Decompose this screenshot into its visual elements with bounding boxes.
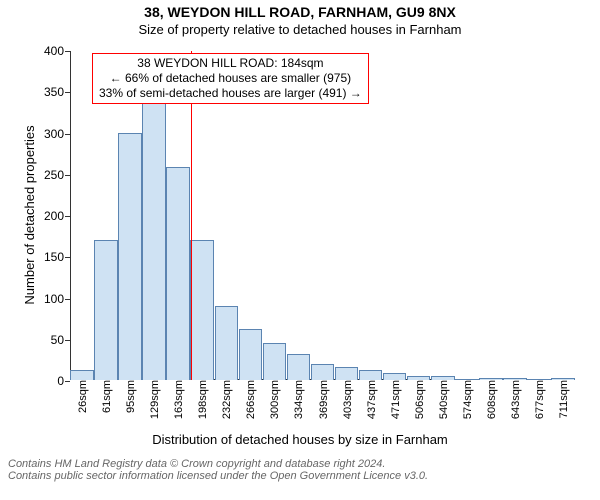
attribution-line: Contains public sector information licen… <box>8 470 592 482</box>
x-tick: 506sqm <box>412 380 426 419</box>
histogram-bar <box>383 373 407 380</box>
x-tick: 163sqm <box>171 380 185 419</box>
x-tick: 643sqm <box>508 380 522 419</box>
x-tick: 61sqm <box>99 380 113 413</box>
x-tick: 232sqm <box>219 380 233 419</box>
histogram-bar <box>142 100 166 381</box>
y-axis-label: Number of detached properties <box>22 50 37 380</box>
histogram-bar <box>70 370 94 380</box>
x-tick: 266sqm <box>243 380 257 419</box>
histogram-bar <box>359 370 383 380</box>
attribution: Contains HM Land Registry data © Crown c… <box>0 454 600 486</box>
x-axis-label: Distribution of detached houses by size … <box>0 432 600 447</box>
annotation-line: 38 WEYDON HILL ROAD: 184sqm <box>99 56 362 71</box>
x-tick: 471sqm <box>388 380 402 419</box>
x-tick: 369sqm <box>316 380 330 419</box>
x-tick: 300sqm <box>267 380 281 419</box>
x-tick: 677sqm <box>532 380 546 419</box>
histogram-bar <box>335 367 359 380</box>
x-tick: 403sqm <box>340 380 354 419</box>
histogram-bar <box>215 306 239 380</box>
annotation-line: ← 66% of detached houses are smaller (97… <box>99 71 362 86</box>
histogram-bar <box>287 354 311 380</box>
chart-container: 38, WEYDON HILL ROAD, FARNHAM, GU9 8NX S… <box>0 0 600 500</box>
histogram-bar <box>190 240 214 380</box>
histogram-bar <box>311 364 335 381</box>
plot-area: 05010015020025030035040026sqm61sqm95sqm1… <box>70 50 575 380</box>
annotation-line: 33% of semi-detached houses are larger (… <box>99 86 362 101</box>
histogram-bar <box>166 167 190 380</box>
x-tick: 95sqm <box>123 380 137 413</box>
x-tick: 334sqm <box>291 380 305 419</box>
histogram-bar <box>94 240 118 380</box>
histogram-bar <box>263 343 287 380</box>
y-axis <box>70 51 71 380</box>
x-tick: 437sqm <box>364 380 378 419</box>
annotation-box: 38 WEYDON HILL ROAD: 184sqm← 66% of deta… <box>92 53 369 104</box>
x-tick: 540sqm <box>436 380 450 419</box>
x-tick: 608sqm <box>484 380 498 419</box>
histogram-bar <box>118 133 142 381</box>
histogram-bar <box>239 329 263 380</box>
attribution-line: Contains HM Land Registry data © Crown c… <box>8 458 592 470</box>
chart-subtitle: Size of property relative to detached ho… <box>0 22 600 37</box>
x-tick: 198sqm <box>195 380 209 419</box>
x-tick: 574sqm <box>460 380 474 419</box>
x-tick: 711sqm <box>556 380 570 418</box>
chart-title: 38, WEYDON HILL ROAD, FARNHAM, GU9 8NX <box>0 4 600 20</box>
x-tick: 26sqm <box>75 380 89 413</box>
x-tick: 129sqm <box>147 380 161 419</box>
